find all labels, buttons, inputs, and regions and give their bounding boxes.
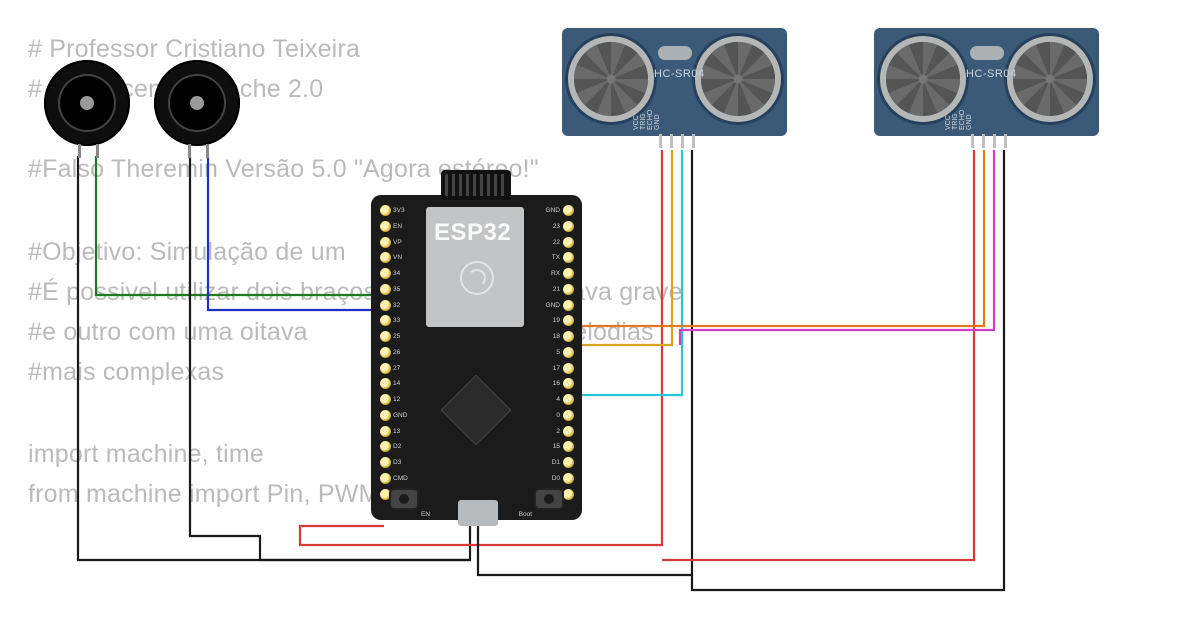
code-line-4: #É possivel utilizar dois braços, um com… xyxy=(28,278,683,307)
wire-red-8 xyxy=(662,150,974,560)
buzzer-2[interactable] xyxy=(154,60,240,146)
esp32-board[interactable]: ESP32 3V3ENVPVN343532332526271412GND13D2D… xyxy=(371,195,582,520)
espressif-logo-icon xyxy=(460,261,494,295)
code-line-7: import machine, time xyxy=(28,440,264,469)
boot-button[interactable] xyxy=(536,490,562,508)
hcsr04-label: HC-SR04 xyxy=(654,68,705,80)
en-button-label: EN xyxy=(421,511,430,518)
code-line-8: from machine import Pin, PWM xyxy=(28,480,380,509)
esp32-cp-chip xyxy=(441,375,512,446)
hcsr04-1[interactable]: HC-SR04VCCTRIGECHOGND xyxy=(562,28,787,136)
esp32-shield: ESP32 xyxy=(426,207,524,327)
code-line-6: #mais complexas xyxy=(28,358,224,387)
buzzer-1[interactable] xyxy=(44,60,130,146)
circuit-canvas: # Professor Cristiano Teixeira# Sob Lice… xyxy=(0,0,1200,630)
esp32-pins-right: GND2322TXRX21GND19185171640215D1D0CLK xyxy=(540,205,560,500)
wire-cyan-6 xyxy=(571,150,682,395)
esp32-label: ESP32 xyxy=(434,219,511,247)
esp32-pins-left: 3V3ENVPVN343532332526271412GND13D2D3CMD5… xyxy=(393,205,413,500)
esp32-antenna xyxy=(441,170,511,200)
esp32-header-left xyxy=(375,205,395,500)
en-button[interactable] xyxy=(391,490,417,508)
hcsr04-label: HC-SR04 xyxy=(966,68,1017,80)
boot-button-label: Boot xyxy=(519,511,532,518)
esp32-header-right xyxy=(558,205,578,500)
hcsr04-2[interactable]: HC-SR04VCCTRIGECHOGND xyxy=(874,28,1099,136)
wire-black-11 xyxy=(692,150,1004,590)
micro-usb-port xyxy=(458,500,498,526)
wire-gold-5 xyxy=(571,150,672,345)
wire-magenta-10 xyxy=(680,150,994,345)
